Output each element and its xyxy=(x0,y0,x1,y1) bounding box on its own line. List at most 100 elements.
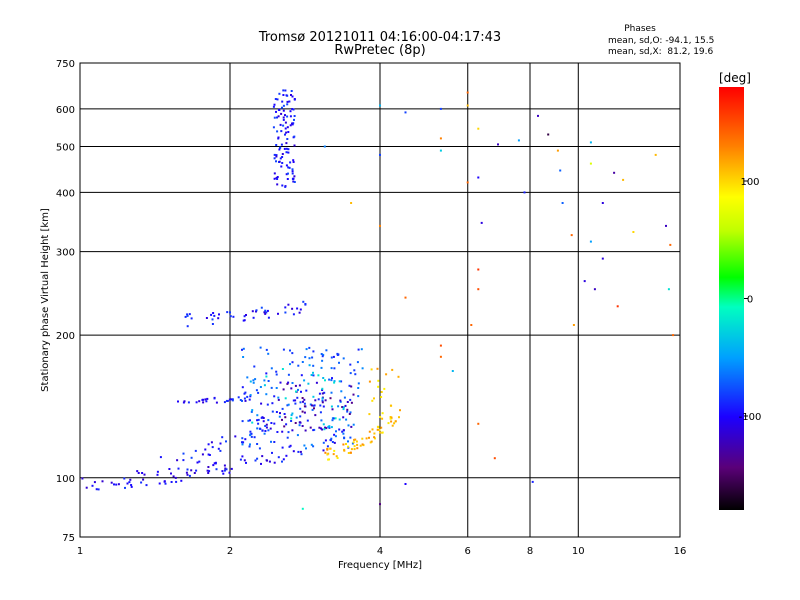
data-point xyxy=(281,407,284,410)
data-point xyxy=(312,395,315,398)
data-point xyxy=(330,356,333,359)
data-point xyxy=(547,133,550,136)
data-point xyxy=(287,431,290,434)
data-point xyxy=(253,365,256,368)
data-point xyxy=(378,428,381,431)
data-point xyxy=(163,480,166,483)
data-point xyxy=(289,124,292,127)
data-point xyxy=(279,381,282,384)
data-point xyxy=(273,172,276,175)
data-point xyxy=(248,398,251,401)
data-point xyxy=(214,462,217,465)
data-point xyxy=(404,296,407,299)
data-point xyxy=(281,156,284,158)
data-point xyxy=(301,410,304,413)
data-point xyxy=(145,484,148,487)
data-point xyxy=(632,231,635,233)
data-point xyxy=(256,457,259,460)
data-point xyxy=(186,314,189,317)
x-axis-label: Frequency [MHz] xyxy=(338,560,422,571)
data-point xyxy=(583,280,586,283)
data-point xyxy=(273,116,276,119)
data-point xyxy=(290,414,293,417)
data-point xyxy=(342,406,345,409)
data-point xyxy=(229,311,231,314)
data-point xyxy=(348,413,351,415)
colorbar-tick-label: -100 xyxy=(739,412,762,423)
data-point xyxy=(337,405,340,408)
data-point xyxy=(570,234,573,237)
data-point xyxy=(224,467,227,470)
data-point xyxy=(225,399,228,402)
data-point xyxy=(327,425,330,428)
data-point xyxy=(667,288,670,291)
data-point xyxy=(215,468,218,471)
data-point xyxy=(669,243,672,246)
data-point xyxy=(291,361,294,364)
data-point xyxy=(466,91,469,94)
data-point xyxy=(654,153,657,156)
data-point xyxy=(352,441,355,444)
data-point xyxy=(273,441,276,443)
data-point xyxy=(91,484,94,487)
data-point xyxy=(284,306,287,309)
data-point xyxy=(281,106,283,109)
data-point xyxy=(301,507,304,510)
data-point xyxy=(321,359,324,362)
data-point xyxy=(266,403,269,406)
data-point xyxy=(262,420,265,423)
data-point xyxy=(277,398,280,401)
data-point xyxy=(324,399,327,402)
data-point xyxy=(129,478,132,481)
data-point xyxy=(266,309,269,312)
data-point xyxy=(346,408,349,411)
data-point xyxy=(184,315,187,318)
data-point xyxy=(349,398,352,401)
data-point xyxy=(399,409,401,412)
data-point xyxy=(267,380,270,382)
data-point xyxy=(251,310,254,313)
data-point xyxy=(269,427,272,430)
data-point xyxy=(320,419,323,422)
data-point xyxy=(302,300,305,303)
data-point xyxy=(344,404,347,407)
data-point xyxy=(347,445,349,448)
data-point xyxy=(299,308,302,311)
data-point xyxy=(158,482,161,485)
data-point xyxy=(249,419,251,422)
data-point xyxy=(285,173,288,176)
data-point xyxy=(439,149,442,152)
data-point xyxy=(300,390,302,393)
data-point xyxy=(286,178,289,180)
data-point xyxy=(234,435,237,438)
data-point xyxy=(313,404,316,407)
data-point xyxy=(241,455,244,458)
data-point xyxy=(256,419,259,422)
data-point xyxy=(335,455,338,458)
data-point xyxy=(252,379,255,382)
data-point xyxy=(361,443,364,446)
data-point xyxy=(168,468,171,470)
data-point xyxy=(206,469,209,472)
data-point xyxy=(277,456,280,459)
data-point xyxy=(665,224,667,227)
data-point xyxy=(219,449,222,452)
data-point xyxy=(377,385,380,388)
data-point xyxy=(287,373,290,376)
data-point xyxy=(284,89,287,92)
data-point xyxy=(355,440,358,443)
data-point xyxy=(244,438,247,441)
data-point xyxy=(359,444,362,447)
data-point xyxy=(272,126,275,129)
data-point xyxy=(284,416,287,419)
data-point xyxy=(265,426,268,429)
data-point xyxy=(672,334,675,337)
data-point xyxy=(350,448,353,451)
data-point xyxy=(333,433,336,436)
data-point xyxy=(140,481,143,484)
data-point xyxy=(309,426,312,429)
data-point xyxy=(314,414,317,417)
data-point xyxy=(251,421,254,424)
data-point xyxy=(290,417,293,420)
data-point xyxy=(275,144,278,146)
